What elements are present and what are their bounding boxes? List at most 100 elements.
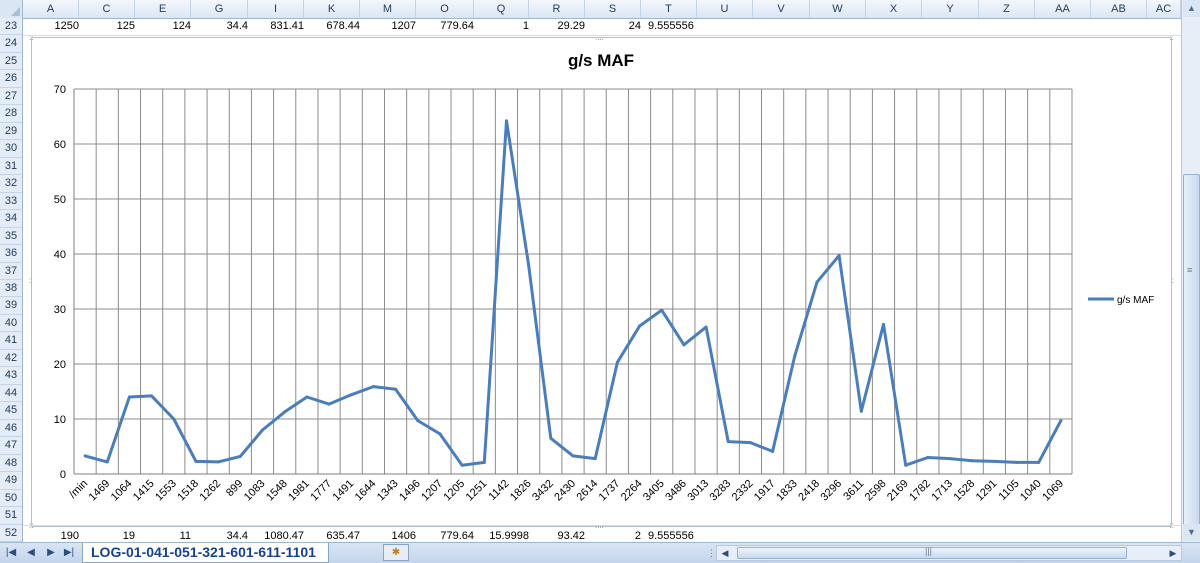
resize-handle-bottom-left[interactable]: :: (29, 521, 34, 530)
horizontal-scrollbar[interactable]: ◀ ||| ▶ (716, 545, 1182, 561)
cell-m23[interactable]: 1207 (391, 20, 416, 32)
cell-g23[interactable]: 34.4 (226, 20, 248, 32)
row-header-25[interactable]: 25 (0, 53, 22, 71)
cell-o23[interactable]: 779.64 (440, 20, 474, 32)
column-header-o[interactable]: O (416, 0, 474, 18)
cell-q23[interactable]: 1 (522, 20, 529, 32)
cell-c52[interactable]: 19 (122, 530, 135, 542)
column-header-u[interactable]: U (697, 0, 753, 18)
column-header-i[interactable]: I (248, 0, 304, 18)
column-header-z[interactable]: Z (979, 0, 1035, 18)
row-header-36[interactable]: 36 (0, 245, 22, 263)
column-header-e[interactable]: E (135, 0, 191, 18)
cell-m52[interactable]: 1406 (391, 530, 416, 542)
row-header-39[interactable]: 39 (0, 297, 22, 315)
row-header-40[interactable]: 40 (0, 315, 22, 333)
resize-handle-top-right[interactable]: :: (1169, 33, 1174, 42)
column-header-k[interactable]: K (304, 0, 360, 18)
resize-handle-right[interactable]: : (1171, 276, 1174, 285)
resize-handle-bottom-right[interactable]: :: (1169, 521, 1174, 530)
column-header-q[interactable]: Q (474, 0, 529, 18)
row-header-45[interactable]: 45 (0, 402, 22, 420)
cell-k52[interactable]: 635.47 (326, 530, 360, 542)
column-header-y[interactable]: Y (922, 0, 979, 18)
cell-g52[interactable]: 34.4 (226, 530, 248, 542)
cell-e52[interactable]: 11 (179, 530, 191, 542)
resize-handle-left[interactable]: : (29, 276, 32, 285)
resize-handle-top[interactable]: .... (595, 33, 604, 42)
vertical-scroll-thumb[interactable] (1183, 174, 1200, 526)
cell-c23[interactable]: 125 (116, 20, 135, 32)
cell-s52[interactable]: 2 (634, 530, 641, 542)
column-header-r[interactable]: R (529, 0, 585, 18)
row-header-23[interactable]: 23 (0, 18, 22, 36)
cell-e23[interactable]: 124 (172, 20, 191, 32)
cell-i23[interactable]: 831.41 (270, 20, 304, 32)
sheet-tab-active[interactable]: LOG-01-041-051-321-601-611-1101 (82, 543, 329, 563)
row-header-35[interactable]: 35 (0, 228, 22, 246)
last-sheet-icon[interactable]: ▶| (63, 547, 75, 558)
chart-object[interactable]: :: .... :: : : :: .... :: 0 10 20 30 40 50 60 7… (29, 33, 1174, 530)
column-header-v[interactable]: V (753, 0, 810, 18)
row-header-48[interactable]: 48 (0, 455, 22, 473)
scroll-up-icon[interactable]: ▲ (1183, 0, 1200, 17)
column-header-x[interactable]: X (866, 0, 922, 18)
column-header-w[interactable]: W (810, 0, 866, 18)
vertical-scrollbar[interactable]: ▲ ≡ ▼ (1181, 0, 1200, 542)
row-header-24[interactable]: 24 (0, 35, 22, 53)
row-header-47[interactable]: 47 (0, 437, 22, 455)
cell-k23[interactable]: 678.44 (326, 20, 360, 32)
column-header-s[interactable]: S (585, 0, 641, 18)
row-header-42[interactable]: 42 (0, 350, 22, 368)
cell-a52[interactable]: 190 (60, 530, 79, 542)
column-header-a[interactable]: A (23, 0, 79, 18)
tab-split-handle[interactable]: ⋮ (707, 548, 716, 558)
cell-i52[interactable]: 1080.47 (264, 530, 304, 542)
row-header-50[interactable]: 50 (0, 490, 22, 508)
column-header-aa[interactable]: AA (1035, 0, 1091, 18)
row-header-30[interactable]: 30 (0, 140, 22, 158)
horizontal-scroll-thumb[interactable] (737, 547, 1127, 559)
row-header-52[interactable]: 52 (0, 525, 22, 542)
next-sheet-icon[interactable]: ▶ (47, 547, 55, 558)
cell-q52[interactable]: 15.9998 (489, 530, 529, 542)
column-header-c[interactable]: C (79, 0, 135, 18)
row-header-38[interactable]: 38 (0, 280, 22, 298)
column-header-m[interactable]: M (360, 0, 416, 18)
row-header-31[interactable]: 31 (0, 158, 22, 176)
cell-t52[interactable]: 9.555556 (648, 530, 694, 542)
first-sheet-icon[interactable]: |◀ (5, 547, 17, 558)
resize-handle-bottom[interactable]: .... (595, 521, 604, 530)
row-header-41[interactable]: 41 (0, 332, 22, 350)
cell-t23[interactable]: 9.555556 (648, 20, 694, 32)
select-all-corner[interactable] (0, 0, 23, 18)
row-header-28[interactable]: 28 (0, 105, 22, 123)
cell-r23[interactable]: 29.29 (557, 20, 585, 32)
row-header-29[interactable]: 29 (0, 123, 22, 141)
scroll-left-icon[interactable]: ◀ (721, 548, 729, 558)
column-header-ab[interactable]: AB (1091, 0, 1147, 18)
cell-a23[interactable]: 1250 (54, 20, 79, 32)
row-header-34[interactable]: 34 (0, 210, 22, 228)
row-header-49[interactable]: 49 (0, 472, 22, 490)
column-header-ac[interactable]: AC (1147, 0, 1181, 18)
row-header-33[interactable]: 33 (0, 193, 22, 211)
cell-s23[interactable]: 24 (628, 20, 641, 32)
cell-o52[interactable]: 779.64 (440, 530, 474, 542)
cell-r52[interactable]: 93.42 (557, 530, 585, 542)
row-header-32[interactable]: 32 (0, 175, 22, 193)
row-header-27[interactable]: 27 (0, 88, 22, 106)
row-header-26[interactable]: 26 (0, 70, 22, 88)
scroll-right-icon[interactable]: ▶ (1169, 548, 1177, 558)
resize-handle-top-left[interactable]: :: (29, 33, 34, 42)
insert-sheet-icon[interactable]: ✱ (383, 544, 409, 561)
row-header-43[interactable]: 43 (0, 367, 22, 385)
row-header-37[interactable]: 37 (0, 263, 22, 280)
row-header-51[interactable]: 51 (0, 507, 22, 525)
column-header-t[interactable]: T (641, 0, 697, 18)
row-header-44[interactable]: 44 (0, 385, 22, 403)
column-header-g[interactable]: G (191, 0, 248, 18)
prev-sheet-icon[interactable]: ◀ (27, 547, 35, 558)
row-header-46[interactable]: 46 (0, 420, 22, 438)
scroll-down-icon[interactable]: ▼ (1183, 524, 1200, 541)
